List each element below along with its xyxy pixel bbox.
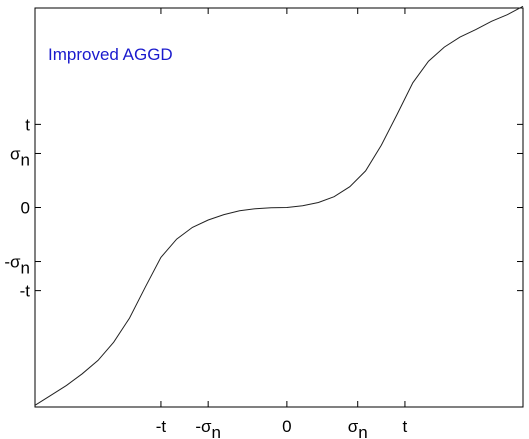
x-tick-label: -σn [195, 417, 221, 439]
x-tick-label: -t [156, 417, 167, 436]
x-tick-label-base: 0 [282, 417, 291, 436]
series-line [34, 5, 524, 406]
x-axis-ticks: -t -σn 0 σn t [156, 8, 408, 439]
y-tick-label-subscript: n [21, 259, 30, 278]
y-tick-label-base: σ [10, 145, 21, 164]
x-tick-label: σn [348, 417, 368, 439]
x-tick-label-base: t [403, 417, 408, 436]
y-tick-label: -σn [4, 253, 30, 278]
y-tick-label: -t [20, 282, 31, 301]
x-tick-label-base: σ [348, 417, 359, 436]
y-tick-label: t [25, 115, 30, 134]
x-tick-label: 0 [282, 417, 291, 436]
annotation-label: Improved AGGD [48, 45, 173, 64]
x-tick-label-subscript: n [358, 423, 367, 439]
y-tick-label-subscript: n [21, 151, 30, 170]
y-tick-label-base: -σ [4, 253, 21, 272]
y-tick-label-base: -t [20, 282, 31, 301]
y-tick-label: 0 [21, 199, 30, 218]
y-tick-label-base: 0 [21, 199, 30, 218]
x-tick-label-base: -t [156, 417, 167, 436]
x-tick-label-base: -σ [195, 417, 212, 436]
x-tick-label-subscript: n [212, 423, 221, 439]
x-tick-label: t [403, 417, 408, 436]
y-tick-label-base: t [25, 115, 30, 134]
y-tick-label: σn [10, 145, 30, 170]
